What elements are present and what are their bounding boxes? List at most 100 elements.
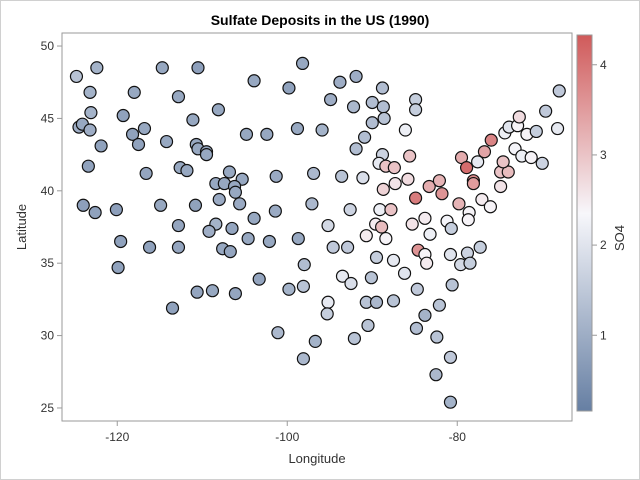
data-point	[418, 211, 432, 225]
y-tick-label: 30	[41, 329, 55, 343]
data-point	[405, 217, 419, 231]
data-point	[369, 295, 384, 309]
data-point	[83, 85, 97, 99]
data-point	[69, 69, 84, 84]
data-point	[139, 166, 153, 181]
data-point	[191, 61, 205, 75]
x-axis-label: Longitude	[288, 451, 345, 466]
data-points	[69, 56, 566, 409]
data-point	[477, 145, 492, 159]
data-point	[165, 301, 180, 315]
y-tick-label: 40	[41, 184, 55, 198]
colorbar-tick-label: 4	[600, 58, 607, 72]
data-point	[228, 286, 242, 301]
y-tick-label: 25	[41, 401, 55, 415]
data-point	[212, 192, 226, 207]
data-point	[315, 123, 329, 137]
data-point	[344, 276, 358, 291]
data-point	[155, 61, 169, 75]
x-tick-label: -100	[275, 430, 299, 444]
x-tick-label: -80	[449, 430, 467, 444]
data-point	[109, 203, 124, 217]
data-point	[387, 161, 401, 175]
data-point	[341, 240, 355, 254]
data-point	[463, 256, 477, 270]
data-point	[369, 250, 384, 265]
data-point	[295, 56, 310, 71]
data-point	[94, 139, 108, 153]
data-point	[202, 224, 216, 238]
data-point	[484, 133, 498, 147]
data-point	[432, 174, 446, 188]
y-axis: 25 30 35 40 45 50	[41, 39, 62, 415]
data-point	[291, 231, 305, 246]
data-point	[349, 69, 363, 84]
data-point	[445, 278, 459, 292]
data-point	[84, 106, 98, 120]
data-point	[223, 245, 237, 259]
data-point	[211, 103, 225, 117]
data-point	[443, 395, 458, 409]
data-point	[452, 197, 466, 211]
data-point	[308, 334, 322, 348]
data-point	[364, 271, 378, 285]
data-point	[297, 258, 311, 272]
data-point	[346, 100, 361, 114]
colorbar-tick-label: 2	[600, 238, 607, 252]
data-point	[410, 282, 424, 296]
data-point	[475, 192, 489, 207]
data-point	[375, 81, 390, 95]
data-point	[443, 350, 458, 364]
data-point	[305, 197, 319, 211]
data-point	[539, 104, 553, 118]
data-point	[90, 61, 104, 75]
x-tick-label: -120	[105, 430, 129, 444]
data-point	[127, 85, 141, 99]
data-point	[205, 284, 220, 298]
data-point	[290, 121, 305, 136]
data-point	[111, 260, 125, 275]
data-point	[365, 95, 379, 110]
data-point	[403, 149, 417, 163]
data-point	[260, 127, 274, 141]
data-point	[512, 110, 526, 124]
data-point	[420, 256, 434, 270]
colorbar-ticks: 1 2 3 4	[592, 58, 607, 342]
colorbar-tick-label: 1	[600, 328, 607, 342]
data-point	[282, 282, 296, 296]
chart-title: Sulfate Deposits in the US (1990)	[211, 12, 430, 28]
data-point	[386, 294, 401, 308]
data-point	[233, 197, 247, 211]
data-point	[422, 179, 436, 194]
data-point	[429, 368, 443, 382]
data-point	[228, 185, 242, 199]
data-point	[171, 240, 186, 254]
data-point	[180, 163, 194, 178]
data-point	[296, 279, 310, 293]
plot-area	[61, 32, 573, 422]
data-point	[550, 121, 565, 136]
data-point	[199, 148, 214, 162]
data-point	[335, 269, 350, 283]
data-point	[131, 137, 146, 152]
data-point	[473, 240, 487, 254]
data-point	[471, 155, 485, 169]
data-point	[154, 198, 168, 212]
data-point	[247, 74, 261, 88]
data-point	[379, 231, 393, 246]
data-point	[361, 318, 375, 333]
y-tick-label: 35	[41, 256, 55, 270]
data-point	[81, 159, 95, 173]
data-point	[326, 240, 340, 254]
data-point	[159, 134, 174, 149]
data-point	[116, 108, 130, 123]
data-point	[359, 229, 373, 243]
data-point	[524, 150, 538, 165]
data-point	[225, 221, 239, 236]
y-tick-label: 45	[41, 111, 55, 125]
data-point	[401, 172, 415, 186]
colorbar-label: SO4	[612, 225, 627, 251]
y-axis-label: Latitude	[14, 204, 29, 250]
data-point	[222, 165, 237, 179]
